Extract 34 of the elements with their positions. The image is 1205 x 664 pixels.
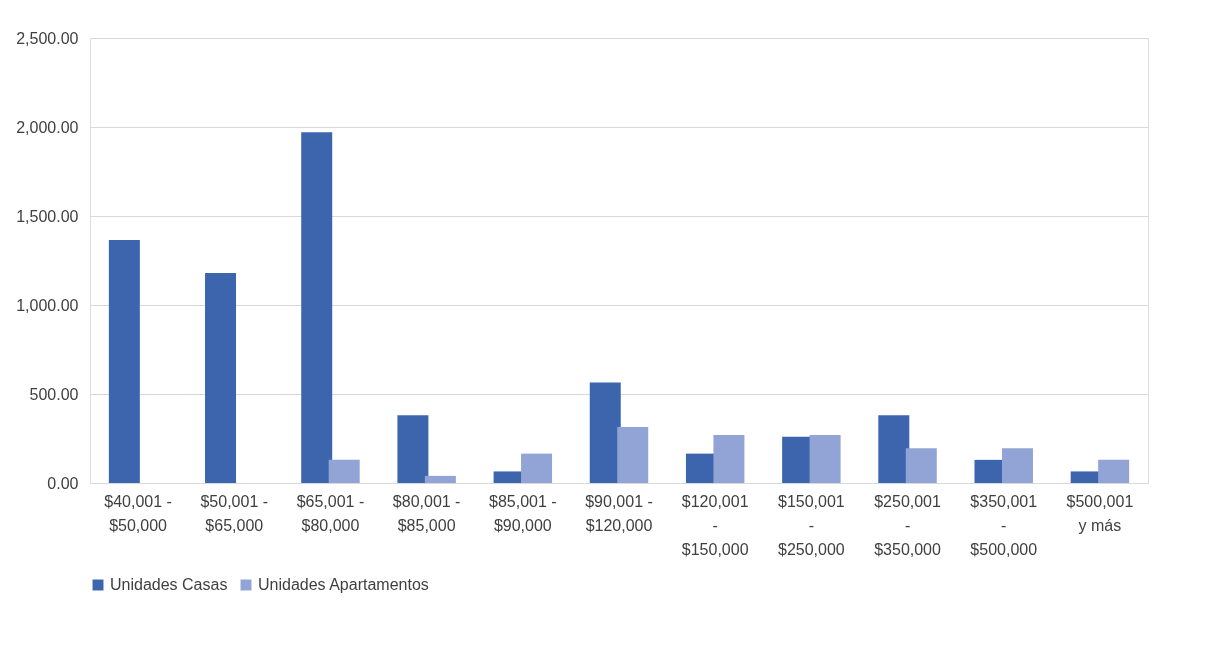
bar — [713, 434, 745, 483]
y-tick-label: 500.00 — [29, 385, 79, 403]
x-tick-label: $80,001 - $85,000 — [392, 492, 461, 534]
x-tick-label: $90,001 - $120,000 — [585, 492, 653, 534]
x-tick-label: $350,001 - $500,000 — [970, 492, 1038, 558]
bar — [1001, 448, 1033, 483]
x-tick-label: $150,001 - $250,000 — [778, 492, 845, 558]
bar — [328, 459, 360, 483]
x-tick-label: $500,001 y más — [1066, 492, 1134, 534]
bar — [397, 415, 429, 483]
legend-label: Unidades Apartamentos — [258, 576, 429, 593]
y-tick-label: 1,500.00 — [16, 207, 79, 225]
bar — [905, 448, 937, 483]
legend-label: Unidades Casas — [110, 576, 228, 593]
bar — [809, 434, 841, 483]
bar — [521, 453, 553, 483]
x-tick-label: $250,001 - $350,000 — [874, 492, 942, 558]
y-tick-label: 1,000.00 — [16, 296, 79, 314]
bar — [878, 415, 910, 483]
y-tick-label: 2,000.00 — [16, 118, 79, 136]
bar — [301, 132, 333, 483]
bar — [424, 475, 456, 483]
x-tick-label: $65,001 - $80,000 — [296, 492, 365, 534]
x-tick-label: $85,001 - $90,000 — [489, 492, 557, 534]
x-tick-label: $120,001 - $150,000 — [681, 492, 749, 558]
y-tick-label: 0.00 — [47, 474, 79, 492]
bar — [108, 240, 140, 483]
y-tick-label: 2,500.00 — [16, 29, 79, 47]
bar — [205, 272, 237, 483]
bar — [1098, 459, 1130, 483]
bar — [589, 382, 621, 483]
x-tick-label: $50,001 - $65,000 — [200, 492, 269, 534]
x-tick-label: $40,001 - $50,000 — [104, 492, 172, 534]
bar — [617, 426, 649, 483]
